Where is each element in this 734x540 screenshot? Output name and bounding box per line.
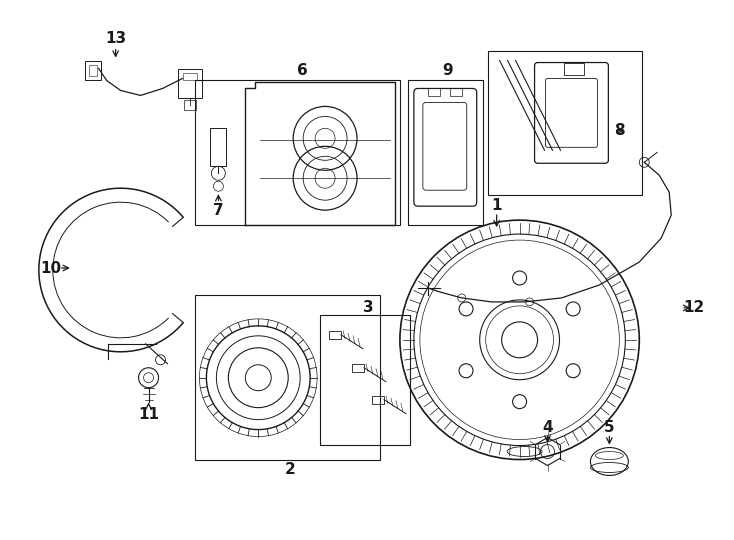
Text: 1: 1: [492, 198, 502, 213]
Text: 6: 6: [297, 63, 308, 78]
Bar: [450, 89, 462, 97]
Bar: [408, 80, 483, 225]
Text: 8: 8: [614, 123, 625, 138]
Bar: [329, 331, 341, 339]
Bar: [84, 60, 101, 80]
Text: 3: 3: [363, 300, 374, 315]
Bar: [372, 396, 384, 404]
Text: 11: 11: [138, 407, 159, 422]
Bar: [320, 315, 410, 444]
Bar: [195, 80, 400, 225]
Bar: [564, 63, 584, 75]
Bar: [211, 129, 226, 166]
Text: 7: 7: [213, 202, 224, 218]
Text: 2: 2: [285, 462, 296, 477]
Bar: [184, 100, 197, 110]
Bar: [89, 64, 97, 77]
Bar: [352, 364, 364, 372]
Bar: [195, 295, 380, 460]
Bar: [184, 72, 197, 80]
Text: 5: 5: [604, 420, 614, 435]
Text: 10: 10: [40, 260, 62, 275]
Text: 9: 9: [443, 63, 453, 78]
Bar: [178, 69, 203, 98]
Text: 12: 12: [683, 300, 705, 315]
Bar: [428, 89, 440, 97]
Text: 13: 13: [105, 31, 126, 46]
Bar: [487, 51, 642, 195]
Text: 4: 4: [542, 420, 553, 435]
